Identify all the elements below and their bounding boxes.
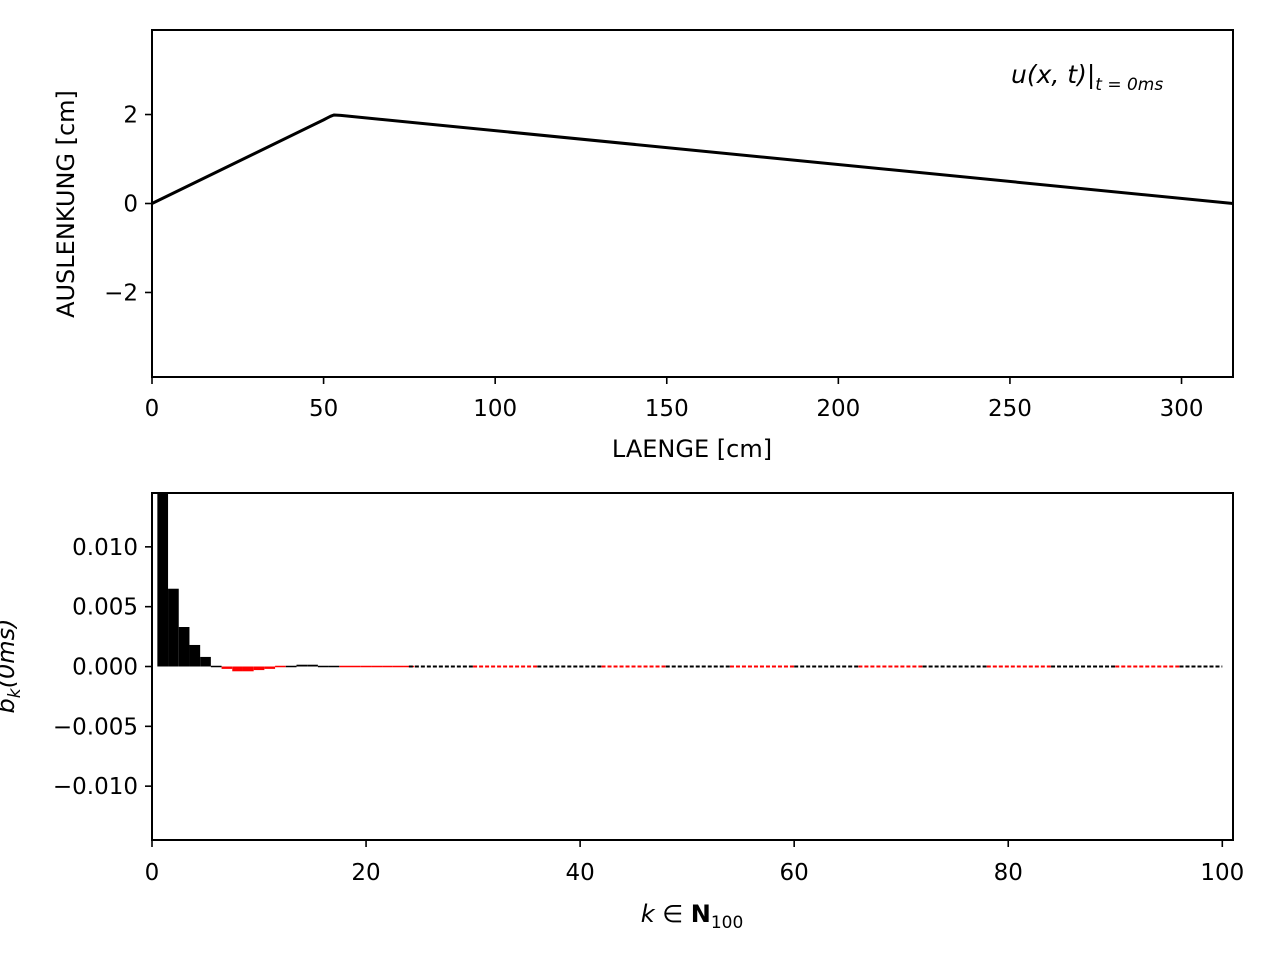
x-tick-label: 80 [994,860,1023,886]
y-tick-label: 0.005 [72,595,138,621]
coefficient-y-axis-label-sub: k [5,687,25,698]
coefficient-x-axis-label-main: k ∈ [641,900,691,928]
coefficient-x-axis-label-sub: 100 [711,913,743,933]
y-tick-label: 0.010 [72,535,138,561]
x-tick-label: 50 [309,396,338,422]
coefficient-bar [264,666,276,669]
coefficient-bar [285,665,297,668]
x-tick-label: 200 [816,396,860,422]
coefficient-y-ticks: −0.010 −0.005 0.000 0.005 0.010 [53,535,152,800]
coefficient-bar [350,665,361,668]
coefficient-y-axis-label-rest: (0ms) [0,619,20,689]
coefficient-bar [189,644,201,667]
deflection-x-axis-label: LAENGE [cm] [612,435,772,463]
coefficient-bar [221,666,233,669]
coefficient-bar [253,666,265,671]
deflection-annotation: u(x, t)|t = 0ms [1011,60,1163,95]
x-tick-label: 100 [1200,860,1244,886]
coefficient-y-axis-label-main: b [0,698,20,713]
deflection-chart: 0 50 100 150 200 250 300 −2 0 2 LAENGE [cm] AUSL… [52,29,1234,463]
coefficient-bar [360,665,372,668]
coefficient-y-axis-label: bk(0ms) [0,619,25,714]
x-tick-label: 0 [145,860,160,886]
y-tick-label: 0 [123,192,138,218]
coefficient-bars [157,493,415,672]
coefficient-bar [232,666,243,672]
y-tick-label: −2 [104,280,138,306]
x-tick-label: 20 [351,860,380,886]
x-tick-label: 150 [645,396,689,422]
coefficient-bar [371,665,383,668]
coefficient-bar [403,665,415,668]
coefficient-bar [339,665,350,668]
y-tick-label: 2 [123,103,138,129]
coefficient-bar [168,588,179,667]
y-tick-label: 0.000 [72,655,138,681]
y-tick-label: −0.010 [53,774,138,800]
coefficient-bar [317,665,329,668]
x-tick-label: 250 [988,396,1032,422]
deflection-y-ticks: −2 0 2 [104,103,152,306]
x-tick-label: 40 [565,860,594,886]
y-tick-label: −0.005 [53,714,138,740]
coefficient-bar [200,656,211,667]
deflection-series-line [151,113,1234,205]
coefficient-bar [178,627,190,667]
coefficient-x-axis-label-symbol: N [691,900,711,928]
coefficient-bar [382,665,393,668]
deflection-x-ticks: 0 50 100 150 200 250 300 [145,377,1204,422]
coefficient-x-ticks: 0 20 40 60 80 100 [145,840,1244,886]
deflection-annotation-main: u(x, t)| [1011,60,1095,89]
deflection-y-axis-label: AUSLENKUNG [cm] [52,90,80,318]
coefficient-bar [275,665,286,668]
coefficient-bar [328,665,340,668]
coefficient-bar [307,664,318,667]
x-tick-label: 0 [145,396,160,422]
coefficient-bar [392,665,404,668]
coefficient-bar [210,665,222,668]
x-tick-label: 300 [1160,396,1204,422]
coefficient-bar [157,493,169,667]
x-tick-label: 100 [473,396,517,422]
deflection-annotation-sub: t = 0ms [1095,75,1163,95]
coefficient-x-axis-label: k ∈ N100 [641,900,744,933]
coefficient-bar [242,666,254,672]
coefficient-chart: 0 20 40 60 80 100 −0.010 −0.005 0.000 0.005 0.010… [0,492,1244,933]
x-tick-label: 60 [780,860,809,886]
coefficient-bar [296,664,308,667]
